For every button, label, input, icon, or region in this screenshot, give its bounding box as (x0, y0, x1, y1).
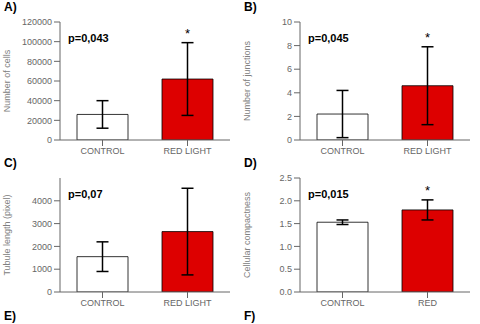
svg-text:CONTROL: CONTROL (320, 146, 364, 156)
svg-text:80000: 80000 (27, 57, 52, 67)
html-text:p=0,043: p=0,043 (68, 32, 109, 44)
svg-text:1.0: 1.0 (279, 242, 292, 252)
svg-text:2: 2 (287, 112, 292, 122)
svg-text:8: 8 (287, 41, 292, 51)
svg-text:1000: 1000 (32, 264, 52, 274)
svg-text:RED LIGHT: RED LIGHT (163, 298, 212, 308)
svg-text:Cellular compactness: Cellular compactness (242, 191, 252, 278)
svg-text:Number of junctions: Number of junctions (242, 40, 252, 121)
svg-text:RED LIGHT: RED LIGHT (403, 146, 452, 156)
svg-text:*: * (185, 26, 190, 41)
html-text:D): D) (244, 156, 257, 170)
svg-text:2000: 2000 (32, 242, 52, 252)
svg-text:RED: RED (418, 298, 438, 308)
svg-text:*: * (425, 30, 430, 45)
html-text:E): E) (4, 309, 16, 323)
svg-text:Number of cells: Number of cells (8, 49, 12, 112)
svg-text:CONTROL: CONTROL (80, 298, 124, 308)
svg-text:10: 10 (282, 17, 292, 27)
svg-text:20000: 20000 (27, 116, 52, 126)
svg-text:40000: 40000 (27, 96, 52, 106)
svg-text:4000: 4000 (32, 196, 52, 206)
html-text:B): B) (244, 0, 257, 14)
svg-text:RED LIGHT: RED LIGHT (163, 146, 212, 156)
svg-text:6: 6 (287, 64, 292, 74)
html-text:p=0,045: p=0,045 (308, 32, 349, 44)
svg-text:0: 0 (47, 135, 52, 145)
svg-text:1.5: 1.5 (279, 219, 292, 229)
html-text:C): C) (4, 156, 17, 170)
svg-text:120000: 120000 (22, 17, 52, 27)
svg-text:0: 0 (47, 287, 52, 297)
svg-text:2.5: 2.5 (279, 173, 292, 183)
svg-text:CONTROL: CONTROL (320, 298, 364, 308)
svg-text:4: 4 (287, 88, 292, 98)
html-text:F): F) (244, 309, 256, 323)
svg-text:0.0: 0.0 (279, 287, 292, 297)
svg-text:CONTROL: CONTROL (80, 146, 124, 156)
svg-text:60000: 60000 (27, 76, 52, 86)
html-text:A): A) (4, 0, 17, 14)
html-text:p=0,015: p=0,015 (308, 188, 349, 200)
html-text:p=0,07: p=0,07 (68, 188, 103, 200)
svg-text:*: * (425, 183, 430, 198)
svg-text:100000: 100000 (22, 37, 52, 47)
svg-text:0.5: 0.5 (279, 264, 292, 274)
svg-text:0: 0 (287, 135, 292, 145)
svg-text:2.0: 2.0 (279, 196, 292, 206)
svg-text:Tubule length (pixel): Tubule length (pixel) (8, 194, 12, 275)
svg-text:3000: 3000 (32, 219, 52, 229)
